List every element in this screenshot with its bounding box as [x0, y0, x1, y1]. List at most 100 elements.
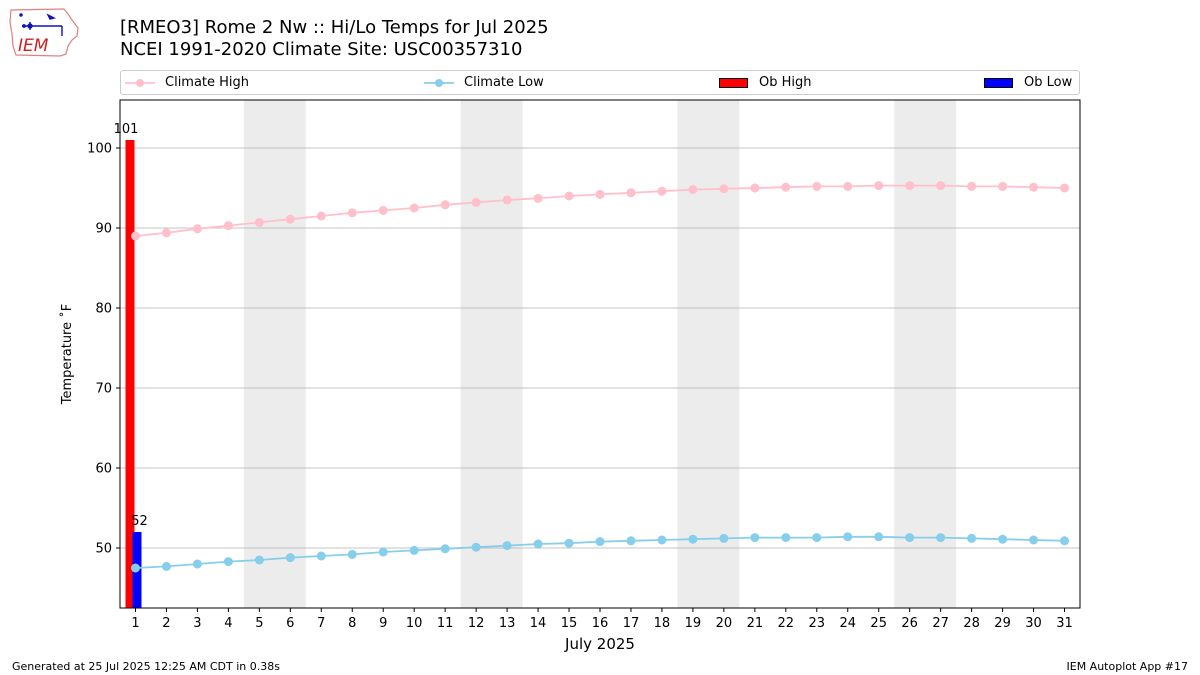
climate-low-point — [781, 533, 791, 543]
chart-title: [RMEO3] Rome 2 Nw :: Hi/Lo Temps for Jul… — [120, 17, 549, 38]
climate-high-point — [874, 181, 884, 191]
x-tick-label: 5 — [255, 616, 263, 631]
x-tick-label: 24 — [839, 616, 856, 631]
x-tick-label: 19 — [685, 616, 702, 631]
x-tick-label: 25 — [870, 616, 887, 631]
x-tick-label: 30 — [1025, 616, 1042, 631]
y-tick-label: 70 — [95, 382, 112, 397]
climate-low-point — [471, 542, 481, 552]
climate-low-point — [409, 545, 419, 555]
climate-low-point — [595, 537, 605, 547]
climate-high-point — [657, 186, 667, 196]
legend-marker-ob-high — [719, 77, 748, 88]
climate-high-point — [223, 221, 233, 231]
climate-low-point — [750, 533, 760, 543]
x-tick-label: 31 — [1056, 616, 1073, 631]
climate-low-point — [564, 538, 574, 548]
x-tick-label: 11 — [437, 616, 454, 631]
climate-low-point — [254, 555, 264, 565]
climate-low-point — [130, 563, 140, 573]
ob-high-value-label: 101 — [114, 122, 139, 137]
climate-high-point — [130, 231, 140, 241]
climate-low-point — [1060, 536, 1070, 546]
climate-high-point — [378, 205, 388, 215]
x-tick-label: 7 — [317, 616, 325, 631]
climate-high-point — [967, 181, 977, 191]
weekend-shade — [677, 100, 740, 608]
climate-low-point — [378, 547, 388, 557]
x-tick-label: 27 — [932, 616, 949, 631]
climate-low-line — [135, 535, 1065, 569]
x-tick-label: 28 — [963, 616, 980, 631]
x-tick-label: 23 — [809, 616, 826, 631]
x-tick-label: 29 — [994, 616, 1011, 631]
x-tick-label: 9 — [379, 616, 387, 631]
x-tick-label: 21 — [747, 616, 764, 631]
x-tick-label: 16 — [592, 616, 609, 631]
climate-high-point — [471, 197, 481, 207]
climate-high-point — [1060, 183, 1070, 193]
x-tick-label: 14 — [530, 616, 547, 631]
legend-item-climate-high: Climate High — [125, 71, 249, 94]
climate-high-point — [440, 200, 450, 210]
climate-high-point — [688, 185, 698, 195]
weekend-shade — [894, 100, 957, 608]
x-tick-label: 17 — [623, 616, 640, 631]
climate-high-point — [316, 211, 326, 221]
climate-low-point — [1029, 535, 1039, 545]
y-tick-label: 90 — [95, 222, 112, 237]
ob-low-value-label: 52 — [131, 514, 148, 529]
climate-low-point — [657, 535, 667, 545]
legend-item-ob-low: Ob Low — [984, 71, 1072, 94]
climate-high-point — [409, 203, 419, 213]
y-tick-label: 60 — [95, 462, 112, 477]
ob-high-bar — [125, 140, 135, 608]
climate-low-point — [285, 553, 295, 563]
climate-high-point — [533, 193, 543, 203]
app-credit: IEM Autoplot App #17 — [1066, 660, 1189, 673]
climate-high-point — [254, 217, 264, 227]
x-tick-label: 8 — [348, 616, 356, 631]
x-tick-label: 26 — [901, 616, 918, 631]
climate-high-point — [1029, 182, 1039, 192]
chart-subtitle: NCEI 1991-2020 Climate Site: USC00357310 — [120, 39, 523, 60]
climate-low-point — [192, 559, 202, 569]
climate-low-point — [161, 561, 171, 571]
climate-low-point — [905, 533, 915, 543]
climate-high-point — [781, 182, 791, 192]
climate-high-point — [626, 188, 636, 198]
climate-high-point — [812, 181, 822, 191]
climate-low-point — [316, 551, 326, 561]
legend-label: Climate Low — [464, 75, 544, 90]
x-tick-label: 15 — [561, 616, 578, 631]
y-axis-label: Temperature ˚F — [59, 304, 75, 405]
climate-high-point — [192, 224, 202, 234]
climate-high-point — [285, 214, 295, 224]
legend-marker-climate-high — [125, 78, 155, 87]
climate-high-point — [502, 195, 512, 205]
legend-label: Climate High — [165, 75, 250, 90]
legend-item-ob-high: Ob High — [719, 71, 812, 94]
climate-low-point — [347, 549, 357, 559]
y-tick-label: 100 — [87, 142, 112, 157]
climate-low-point — [533, 539, 543, 549]
chart-legend: Climate High Climate Low Ob High Ob Low — [120, 70, 1080, 95]
climate-high-line — [135, 184, 1065, 237]
climate-high-point — [905, 181, 915, 191]
svg-text:IEM: IEM — [18, 36, 49, 56]
x-tick-label: 4 — [224, 616, 232, 631]
climate-low-point — [688, 534, 698, 544]
climate-low-point — [502, 541, 512, 551]
legend-label: Ob High — [759, 75, 812, 90]
x-tick-label: 3 — [193, 616, 201, 631]
y-tick-label: 50 — [95, 542, 112, 557]
x-tick-label: 18 — [654, 616, 671, 631]
ob-low-bar — [132, 532, 142, 608]
y-tick-label: 80 — [95, 302, 112, 317]
climate-high-point — [161, 228, 171, 238]
x-tick-label: 20 — [716, 616, 733, 631]
x-tick-label: 13 — [499, 616, 516, 631]
climate-high-point — [564, 191, 574, 201]
climate-low-point — [843, 532, 853, 542]
